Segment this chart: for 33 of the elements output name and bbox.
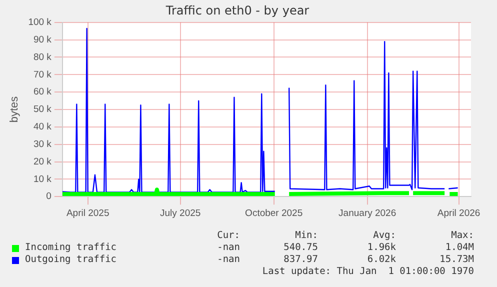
y-tick-label: 70 k xyxy=(33,69,52,80)
y-tick-label: 60 k xyxy=(33,86,52,98)
y-tick-label: 100 k xyxy=(28,17,52,28)
y-tick-label: 0 xyxy=(46,191,52,202)
y-tick-label: 40 k xyxy=(33,122,52,133)
x-tick-label: October 2025 xyxy=(245,208,303,219)
text: -nan xyxy=(216,242,240,254)
legend-label: Outgoing traffic xyxy=(24,254,118,266)
y-tick-label: 30 k xyxy=(33,138,52,150)
y-tick-label: 20 k xyxy=(33,156,52,168)
text: Cur: xyxy=(216,230,240,242)
y-axis-title: bytes xyxy=(8,96,21,123)
text: 15.73M xyxy=(438,254,474,266)
y-tick-label: 80 k xyxy=(33,52,52,63)
y-tick-label: 50 k xyxy=(33,104,52,116)
text: 540.75 xyxy=(282,242,318,254)
text: Min: xyxy=(294,230,318,242)
x-tick-label: July 2025 xyxy=(160,208,201,219)
legend-label: Incoming traffic xyxy=(24,242,118,254)
text: 6.02k xyxy=(366,254,396,266)
y-tick-label: 90 k xyxy=(33,34,52,46)
text: Last update: Thu Jan 1 01:00:00 1970 xyxy=(261,266,474,278)
text: 1.96k xyxy=(366,242,396,254)
text: 837.97 xyxy=(282,254,318,266)
x-tick-label: April 2026 xyxy=(437,208,480,219)
chart-title: Traffic on eth0 - by year xyxy=(164,3,310,18)
x-tick-label: April 2025 xyxy=(66,208,110,219)
x-tick-label: January 2026 xyxy=(338,208,396,219)
text: 1.04M xyxy=(444,242,474,254)
text: -nan xyxy=(216,254,240,266)
text: Max: xyxy=(450,230,474,242)
y-tick-label: 10 k xyxy=(33,174,52,185)
text: Avg: xyxy=(372,230,396,242)
